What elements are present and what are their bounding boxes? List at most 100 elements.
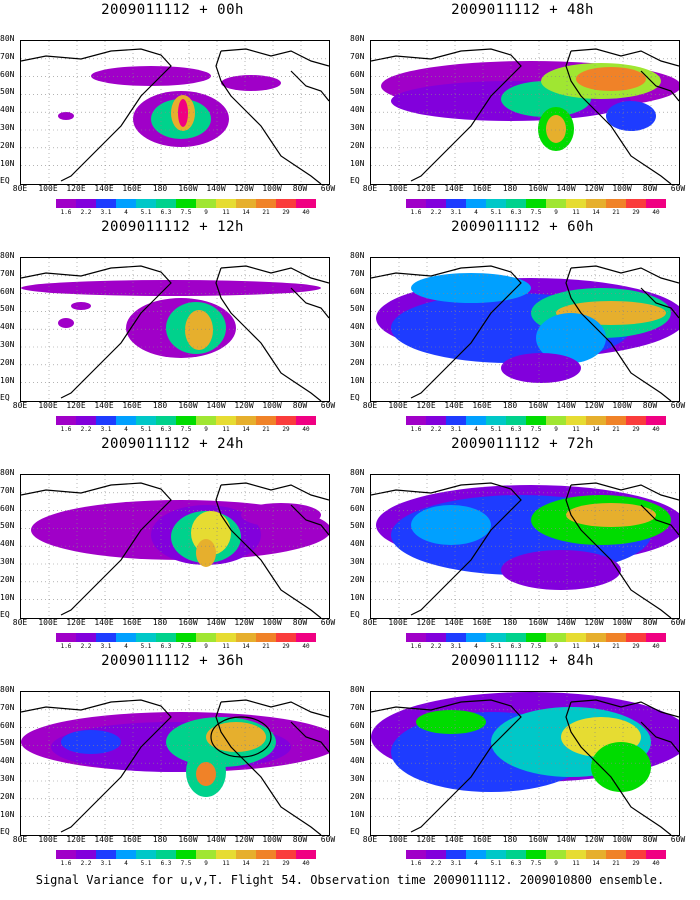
latitude-tick-label: EQ bbox=[0, 393, 10, 403]
longitude-tick-label: 100E bbox=[388, 401, 408, 410]
latitude-tick-label: EQ bbox=[0, 827, 10, 837]
variance-contour-region bbox=[206, 722, 266, 752]
longitude-tick-label: 120E bbox=[66, 618, 86, 627]
colorbar-tick-label: 7.5 bbox=[180, 426, 192, 433]
longitude-labels: 80E 100E 120E 140E 160E 180 160W 140W 120W 100W 80… bbox=[350, 618, 695, 628]
colorbar-swatch bbox=[216, 850, 236, 859]
colorbar-swatch bbox=[566, 416, 586, 425]
colorbar-tick-label: 4 bbox=[474, 426, 478, 433]
colorbar-tick-label: 4 bbox=[474, 643, 478, 650]
longitude-tick-label: 180 bbox=[152, 184, 168, 193]
colorbar-swatch bbox=[76, 850, 96, 859]
colorbar-swatch bbox=[296, 199, 316, 208]
longitude-tick-label: 80W bbox=[292, 618, 308, 627]
colorbar-tick-label: 40 bbox=[302, 860, 310, 867]
colorbar-tick-label: 7.5 bbox=[180, 643, 192, 650]
colorbar-swatch bbox=[56, 199, 76, 208]
longitude-labels: 80E 100E 120E 140E 160E 180 160W 140W 120W 100W 80… bbox=[0, 835, 345, 845]
colorbar-swatch bbox=[406, 633, 426, 642]
colorbar-swatch bbox=[156, 199, 176, 208]
colorbar-tick-label: 6.3 bbox=[510, 209, 522, 216]
longitude-tick-label: 100W bbox=[262, 835, 282, 844]
colorbar-tick-label: 2.2 bbox=[430, 643, 442, 650]
colorbar-tick-label: 21 bbox=[262, 860, 270, 867]
longitude-tick-label: 140W bbox=[206, 401, 226, 410]
latitude-tick-label: 10N bbox=[350, 592, 365, 602]
colorbar-tick-label: 6.3 bbox=[510, 860, 522, 867]
longitude-tick-label: 120E bbox=[416, 401, 436, 410]
latitude-tick-label: 30N bbox=[0, 557, 15, 566]
longitude-tick-label: 60W bbox=[670, 184, 686, 193]
latitude-tick-label: 70N bbox=[350, 268, 365, 278]
longitude-labels: 80E 100E 120E 140E 160E 180 160W 140W 120W 100W 80… bbox=[350, 835, 695, 845]
latitude-tick-label: 10N bbox=[0, 809, 15, 819]
coastline bbox=[21, 482, 329, 618]
colorbar-tick-label: 5.1 bbox=[140, 426, 152, 433]
longitude-tick-label: 120E bbox=[416, 184, 436, 193]
latitude-tick-label: 60N bbox=[350, 69, 365, 79]
latitude-tick-label: 80N bbox=[0, 34, 15, 43]
latitude-tick-label: 10N bbox=[0, 375, 15, 385]
latitude-tick-label: 60N bbox=[350, 286, 365, 296]
colorbar-swatch bbox=[176, 850, 196, 859]
longitude-tick-label: 140W bbox=[556, 401, 576, 410]
longitude-tick-label: 80E bbox=[12, 618, 28, 627]
colorbar-tick-label: 2.2 bbox=[430, 209, 442, 216]
longitude-tick-label: 160W bbox=[528, 618, 548, 627]
colorbar-tick-label: 7.5 bbox=[180, 860, 192, 867]
colorbar-swatch bbox=[216, 199, 236, 208]
colorbar-swatch bbox=[426, 850, 446, 859]
map-canvas bbox=[21, 258, 329, 401]
colorbar-swatch bbox=[116, 416, 136, 425]
colorbar-swatch bbox=[586, 416, 606, 425]
longitude-tick-label: 100W bbox=[262, 618, 282, 627]
longitude-tick-label: 160W bbox=[178, 618, 198, 627]
colorbar-tick-label: 11 bbox=[222, 860, 230, 867]
panel-title: 2009011112 + 36h bbox=[101, 653, 244, 669]
variance-contour-region bbox=[196, 762, 216, 786]
longitude-tick-label: 120W bbox=[584, 835, 604, 844]
longitude-tick-label: 140W bbox=[206, 618, 226, 627]
colorbar-swatch bbox=[486, 199, 506, 208]
longitude-tick-label: 100W bbox=[612, 184, 632, 193]
colorbar-tick-label: 9 bbox=[204, 426, 208, 433]
colorbar-tick-label: 21 bbox=[262, 209, 270, 216]
colorbar-tick-label: 1.6 bbox=[410, 643, 422, 650]
latitude-tick-label: 50N bbox=[350, 87, 365, 97]
colorbar-tick-label: 3.1 bbox=[450, 643, 462, 650]
colorbar-tick-label: 11 bbox=[222, 643, 230, 650]
map-canvas bbox=[21, 475, 329, 618]
colorbar-tick-label: 9 bbox=[554, 643, 558, 650]
colorbar-swatch bbox=[176, 199, 196, 208]
longitude-tick-label: 140E bbox=[94, 835, 114, 844]
longitude-tick-label: 140E bbox=[94, 184, 114, 193]
colorbar-swatch bbox=[546, 850, 566, 859]
colorbar-swatch bbox=[56, 416, 76, 425]
latitude-tick-label: 20N bbox=[350, 140, 365, 150]
colorbar-tick-label: 14 bbox=[242, 209, 250, 216]
colorbar-tick-label: 21 bbox=[612, 426, 620, 433]
longitude-tick-label: 80E bbox=[12, 401, 28, 410]
colorbar-tick-label: 2.2 bbox=[80, 860, 92, 867]
panel-title: 2009011112 + 12h bbox=[101, 219, 244, 235]
colorbar-swatch bbox=[256, 199, 276, 208]
colorbar-swatch bbox=[76, 416, 96, 425]
colorbar-swatch bbox=[466, 416, 486, 425]
colorbar-tick-label: 9 bbox=[204, 209, 208, 216]
variance-contour-region bbox=[196, 539, 216, 567]
colorbar-swatch bbox=[506, 416, 526, 425]
colorbar-tick-label: 1.6 bbox=[410, 209, 422, 216]
colorbar-tick-label: 1.6 bbox=[60, 643, 72, 650]
latitude-tick-label: 80N bbox=[0, 685, 15, 694]
colorbar-swatch bbox=[136, 850, 156, 859]
latitude-tick-label: 80N bbox=[350, 251, 365, 260]
longitude-labels: 80E 100E 120E 140E 160E 180 160W 140W 120W 100W 80… bbox=[0, 618, 345, 628]
longitude-tick-label: 80W bbox=[642, 184, 658, 193]
colorbar-swatch bbox=[446, 416, 466, 425]
colorbar-swatch bbox=[566, 199, 586, 208]
longitude-tick-label: 100E bbox=[388, 184, 408, 193]
longitude-tick-label: 140W bbox=[206, 835, 226, 844]
colorbar-swatch bbox=[216, 633, 236, 642]
variance-contour-region bbox=[91, 66, 211, 86]
latitude-tick-label: 20N bbox=[0, 357, 15, 367]
